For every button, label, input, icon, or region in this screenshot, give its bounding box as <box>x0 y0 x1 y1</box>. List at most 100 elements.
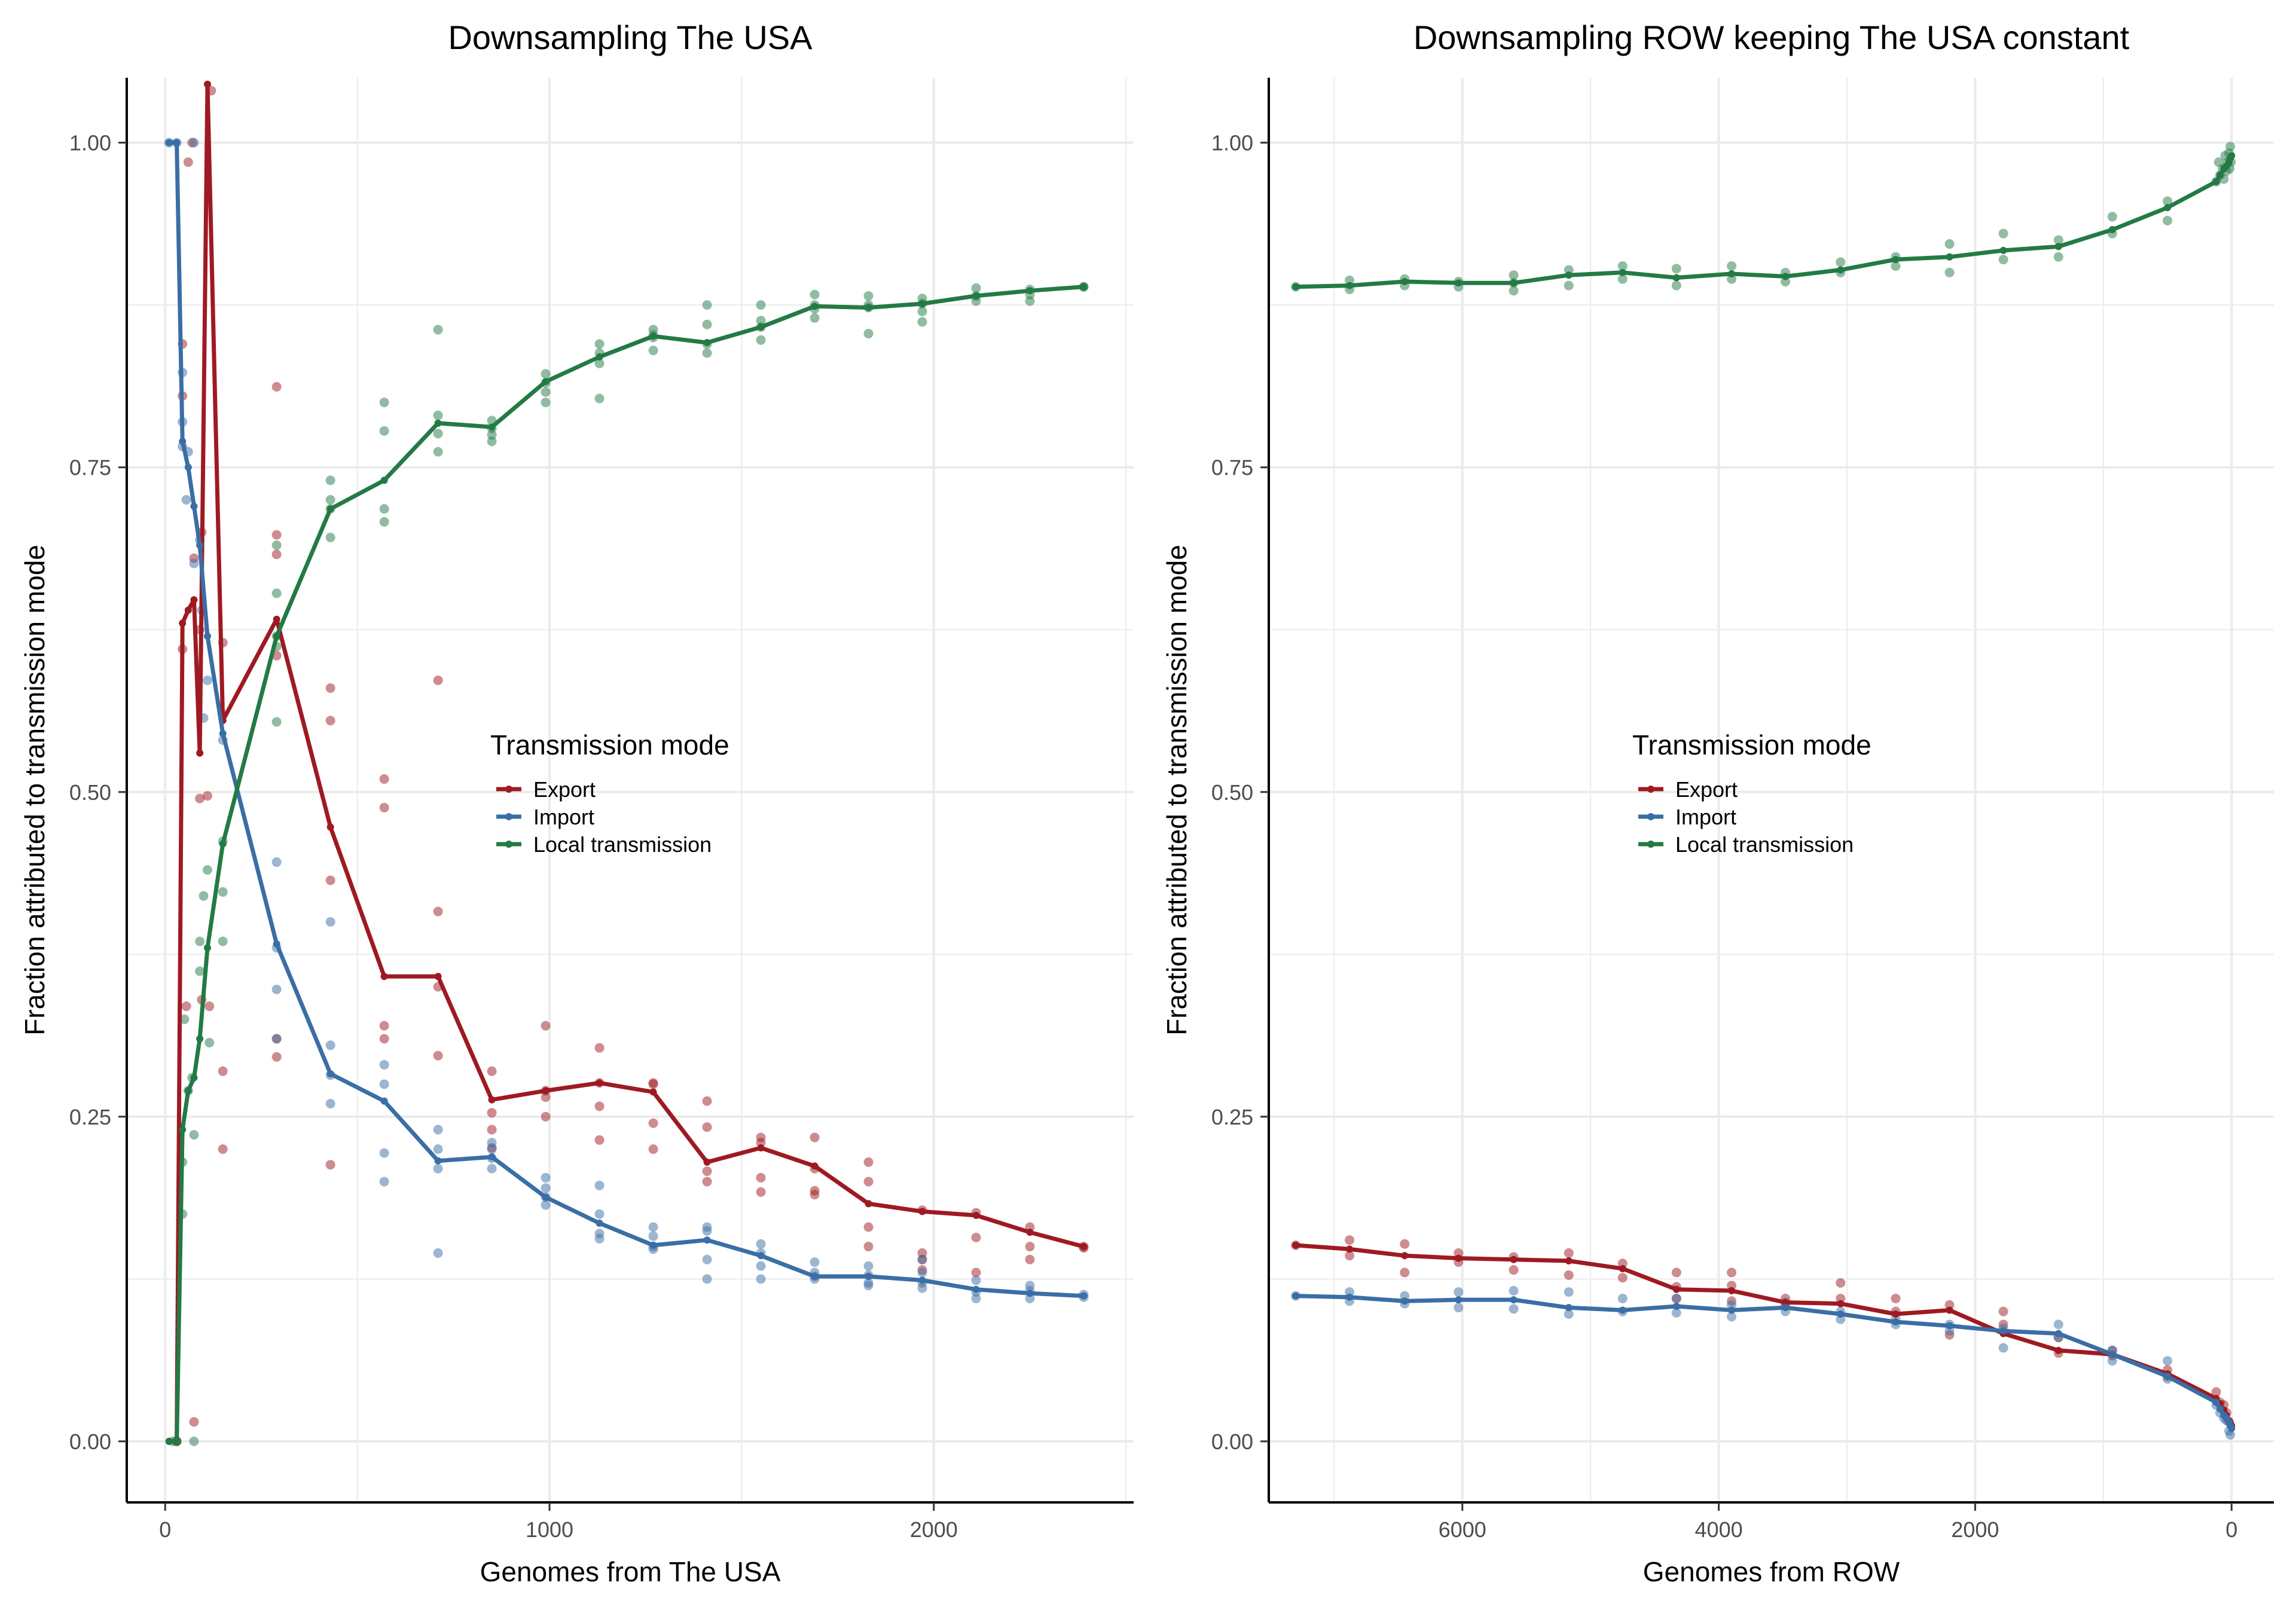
line-point-import <box>865 1273 872 1281</box>
data-point-import <box>594 1209 604 1219</box>
chart-title: Downsampling The USA <box>448 19 813 56</box>
data-point-local <box>971 283 981 293</box>
data-point-import <box>971 1293 981 1303</box>
data-point-import <box>1564 1287 1574 1297</box>
line-point-import <box>1999 1327 2007 1335</box>
data-point-local <box>1025 296 1035 306</box>
data-point-import <box>1400 1291 1410 1301</box>
data-point-export <box>433 675 443 685</box>
line-point-local <box>2164 204 2172 212</box>
line-point-export <box>649 1088 657 1096</box>
data-point-local <box>1944 239 1955 249</box>
line-point-import <box>203 633 211 640</box>
data-point-import <box>702 1226 712 1236</box>
data-point-local <box>179 1014 190 1024</box>
data-point-export <box>541 1111 551 1122</box>
line-point-export <box>972 1211 980 1219</box>
data-point-local <box>1727 261 1737 271</box>
data-point-export <box>541 1021 551 1031</box>
data-point-local <box>2163 215 2173 225</box>
legend-key-point-local <box>1647 841 1654 848</box>
data-point-local <box>756 335 766 345</box>
x-tick-label: 4000 <box>1695 1517 1743 1542</box>
line-point-export <box>1672 1285 1680 1293</box>
chart-panel-1: 0.00 0.25 0.50 0.75 1.00 0 1000 2000 Downsamplin… <box>19 19 1134 1587</box>
data-point-import <box>541 1200 551 1210</box>
data-point-import <box>917 1283 927 1293</box>
line-point-local <box>1892 256 1900 264</box>
data-point-export <box>218 1066 228 1076</box>
data-point-local <box>1727 274 1737 284</box>
legend: Transmission mode Export Import Local trans… <box>490 729 729 857</box>
x-axis-label: Genomes from The USA <box>480 1556 781 1587</box>
data-point-export <box>1025 1242 1035 1252</box>
data-point-local <box>1671 264 1681 274</box>
data-point-export <box>863 1222 874 1232</box>
data-point-export <box>1509 1265 1519 1275</box>
line-point-import <box>190 502 198 510</box>
data-point-import <box>325 1040 335 1050</box>
legend-key-point-import <box>1647 813 1654 820</box>
data-point-export <box>1836 1278 1846 1288</box>
data-point-export <box>594 1043 604 1053</box>
data-point-local <box>189 1436 199 1446</box>
data-point-local <box>594 358 604 368</box>
data-point-local <box>702 300 712 310</box>
line-point-export <box>1892 1310 1900 1318</box>
data-point-export <box>487 1125 497 1135</box>
line-point-local <box>972 292 980 300</box>
data-point-export <box>971 1267 981 1278</box>
data-point-local <box>1891 261 1901 271</box>
data-point-export <box>594 1101 604 1111</box>
data-point-import <box>181 494 191 505</box>
data-point-local <box>702 319 712 329</box>
data-point-import <box>2225 1430 2236 1440</box>
data-point-import <box>917 1254 927 1264</box>
legend-entry-label: Export <box>1675 777 1738 802</box>
data-point-local <box>202 865 212 875</box>
line-point-export <box>380 973 388 980</box>
legend-entry-label: Local transmission <box>1675 832 1854 857</box>
data-point-local <box>2107 212 2117 222</box>
y-tick-label: 0.50 <box>69 780 111 805</box>
line-point-local <box>165 1437 173 1445</box>
line-point-local <box>190 1074 198 1082</box>
line-point-local <box>1619 268 1626 276</box>
y-tick-label: 0.50 <box>1211 780 1253 805</box>
line-point-export <box>488 1096 496 1104</box>
data-point-import <box>541 1183 551 1193</box>
data-point-import <box>189 558 199 569</box>
line-point-local <box>434 419 442 427</box>
data-point-import <box>202 675 212 685</box>
line-point-local <box>2228 152 2236 160</box>
data-point-import <box>1345 1287 1355 1297</box>
line-point-import <box>2212 1398 2220 1406</box>
y-tick-label: 0.25 <box>1211 1105 1253 1129</box>
data-point-import <box>756 1274 766 1284</box>
data-point-import <box>863 1281 874 1291</box>
data-point-import <box>487 1144 497 1154</box>
data-point-local <box>379 426 389 436</box>
y-axis-label: Fraction attributed to transmission mode <box>1161 545 1192 1035</box>
line-point-local <box>649 332 657 340</box>
data-point-export <box>863 1157 874 1167</box>
line-point-export <box>596 1079 603 1087</box>
line-point-local <box>703 339 711 347</box>
line-point-import <box>811 1273 819 1281</box>
line-point-import <box>1565 1304 1573 1312</box>
data-point-local <box>189 1130 199 1140</box>
line-point-export <box>703 1158 711 1166</box>
line-point-local <box>1837 266 1845 274</box>
data-point-export <box>863 1242 874 1252</box>
line-point-import <box>1080 1292 1088 1300</box>
line-point-import <box>2216 1405 2224 1413</box>
chart-panel-2: 0.00 0.25 0.50 0.75 1.00 6000 4000 2000 0 Downsam… <box>1161 19 2274 1587</box>
data-point-local <box>195 966 205 976</box>
data-point-export <box>1617 1258 1628 1269</box>
data-point-import <box>1454 1287 1464 1297</box>
legend-entry-label: Local transmission <box>533 832 712 857</box>
line-point-export <box>1080 1243 1088 1251</box>
data-point-local <box>1564 265 1574 275</box>
line-point-local <box>918 300 926 307</box>
data-point-local <box>863 291 874 301</box>
